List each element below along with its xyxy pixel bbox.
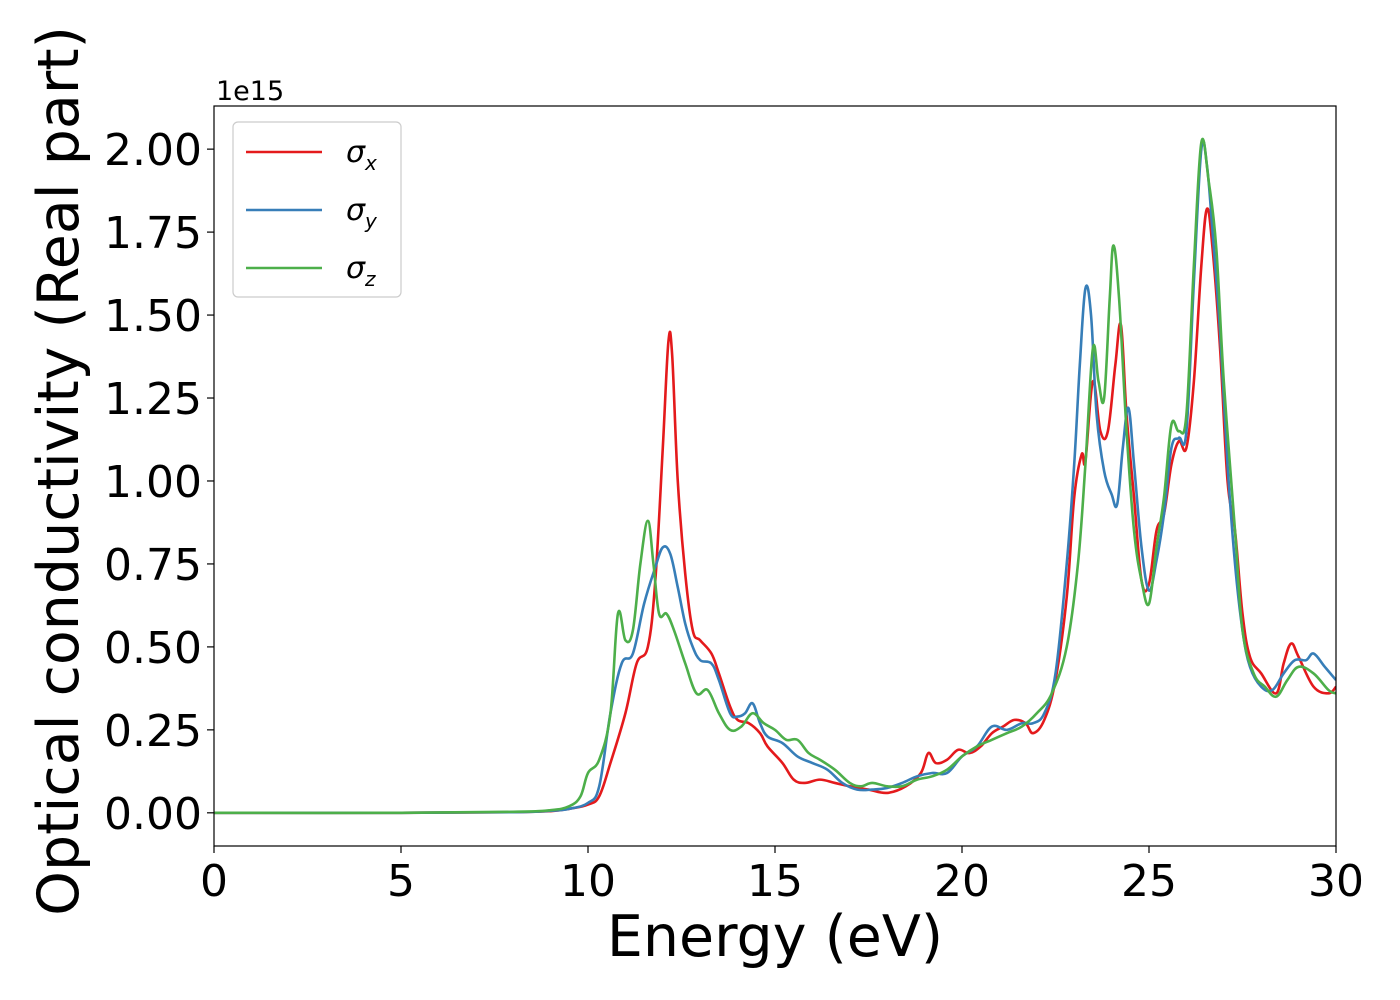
legend-label-z: σz	[346, 251, 376, 291]
legend-label-x: σx	[346, 135, 377, 175]
series-line-y	[214, 139, 1336, 815]
legend-subscript: z	[364, 267, 376, 291]
legend-subscript: x	[364, 151, 377, 175]
y-tick-label: 1.75	[104, 208, 202, 259]
series-line-x	[214, 207, 1336, 815]
y-axis-label: Optical conductivity (Real part)	[26, 26, 92, 916]
y-tick-label: 1.50	[104, 291, 202, 342]
y-axis-offset-label: 1e15	[216, 76, 284, 107]
y-tick-label: 2.00	[104, 125, 202, 176]
legend-symbol: σ	[346, 135, 366, 170]
x-tick-label: 0	[200, 856, 228, 907]
y-tick-label: 0.25	[104, 706, 202, 757]
x-tick-label: 15	[747, 856, 803, 907]
y-tick-label: 1.00	[104, 457, 202, 508]
y-tick-label: 0.50	[104, 623, 202, 674]
y-tick-label: 0.75	[104, 540, 202, 591]
x-tick-label: 10	[560, 856, 616, 907]
x-axis-ticks: 0 5 10 15 20 25 30	[200, 846, 1364, 907]
series-line-z	[214, 138, 1336, 815]
x-tick-label: 20	[934, 856, 990, 907]
x-tick-label: 25	[1121, 856, 1177, 907]
y-tick-label: 0.00	[104, 789, 202, 840]
y-tick-label: 1.25	[104, 374, 202, 425]
legend-symbol: σ	[346, 193, 366, 228]
y-axis-ticks: 0.00 0.25 0.50 0.75 1.00 1.25 1.50 1.75 2.00	[104, 125, 214, 840]
x-axis-label: Energy (eV)	[607, 904, 943, 970]
x-tick-label: 5	[387, 856, 415, 907]
legend-subscript: y	[364, 209, 378, 233]
legend-label-y: σy	[346, 193, 378, 233]
x-tick-label: 30	[1308, 856, 1364, 907]
legend-symbol: σ	[346, 251, 366, 286]
series-lines	[214, 138, 1336, 815]
